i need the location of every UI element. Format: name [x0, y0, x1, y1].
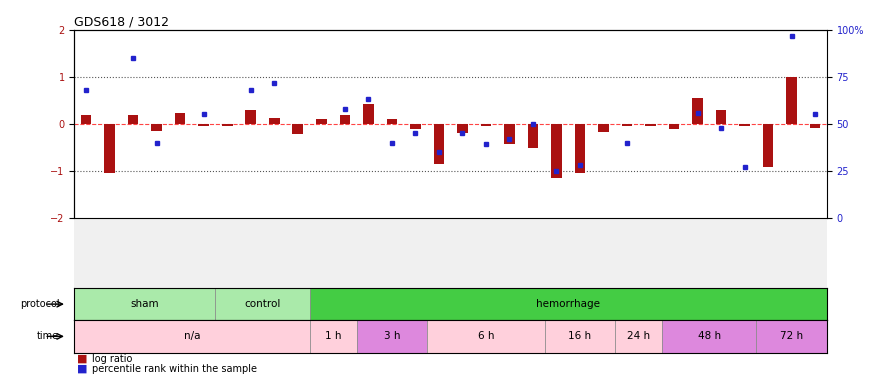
Text: 16 h: 16 h	[569, 332, 592, 341]
Bar	[645, 124, 655, 126]
Text: ■: ■	[77, 364, 88, 374]
Bar	[668, 124, 679, 129]
Text: ■: ■	[77, 354, 88, 364]
Text: percentile rank within the sample: percentile rank within the sample	[92, 364, 257, 374]
Bar	[544, 320, 615, 352]
Text: GDS618 / 3012: GDS618 / 3012	[74, 16, 170, 29]
Bar	[763, 124, 774, 167]
Bar	[551, 124, 562, 178]
Bar	[739, 124, 750, 126]
Bar	[716, 110, 726, 124]
Bar	[310, 288, 827, 320]
Bar	[128, 116, 138, 124]
Bar	[74, 288, 215, 320]
Bar	[310, 320, 357, 352]
Text: control: control	[244, 299, 281, 309]
Bar	[175, 114, 186, 124]
Text: hemorrhage: hemorrhage	[536, 299, 600, 309]
Bar	[480, 124, 491, 126]
Bar	[457, 124, 467, 133]
Bar	[622, 124, 633, 126]
Bar	[246, 110, 256, 124]
Text: protocol: protocol	[20, 299, 60, 309]
Bar	[504, 124, 514, 144]
Bar	[575, 124, 585, 173]
Bar	[269, 118, 279, 124]
Bar	[387, 119, 397, 124]
Bar	[410, 124, 421, 129]
Text: 24 h: 24 h	[627, 332, 650, 341]
Text: 3 h: 3 h	[383, 332, 400, 341]
Text: 72 h: 72 h	[780, 332, 803, 341]
Text: time: time	[38, 332, 60, 341]
Bar	[434, 124, 444, 164]
Text: sham: sham	[130, 299, 159, 309]
Bar	[151, 124, 162, 131]
Bar	[427, 320, 544, 352]
Bar	[756, 320, 827, 352]
Bar	[80, 116, 91, 124]
Bar	[598, 124, 609, 132]
Text: log ratio: log ratio	[92, 354, 132, 364]
Bar	[215, 288, 310, 320]
Bar	[810, 124, 821, 128]
Bar	[528, 124, 538, 148]
Text: 48 h: 48 h	[697, 332, 721, 341]
Bar	[340, 116, 350, 124]
Bar	[199, 124, 209, 126]
Bar	[787, 77, 797, 124]
Bar	[692, 98, 703, 124]
Bar	[222, 124, 233, 126]
Bar	[316, 119, 326, 124]
Bar	[662, 320, 756, 352]
Text: 1 h: 1 h	[325, 332, 341, 341]
Bar	[292, 124, 303, 134]
Bar	[74, 320, 310, 352]
Bar	[357, 320, 427, 352]
Bar	[104, 124, 115, 173]
Bar	[615, 320, 662, 352]
Text: 6 h: 6 h	[478, 332, 494, 341]
Text: n/a: n/a	[184, 332, 200, 341]
Bar	[363, 104, 374, 124]
